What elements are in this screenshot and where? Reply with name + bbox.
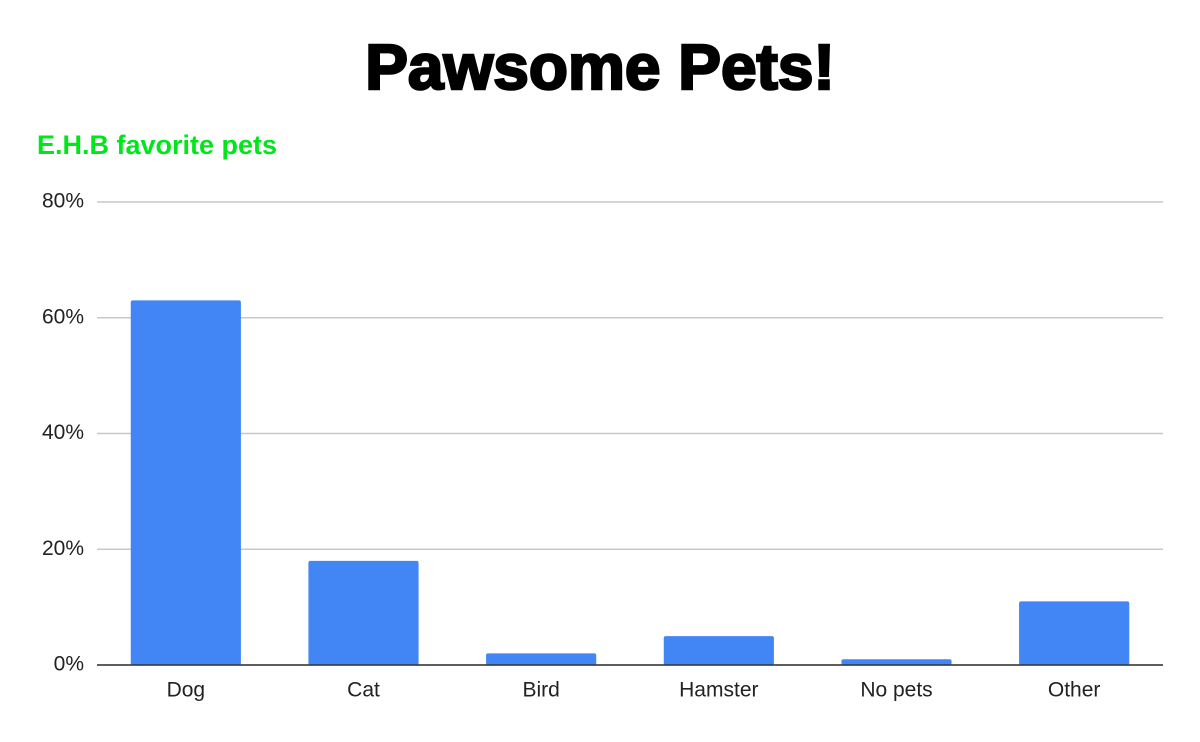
y-tick-label: 60% [42,305,84,328]
y-tick-label: 0% [54,653,84,676]
bar [663,636,774,665]
y-tick-label: 20% [42,537,84,560]
x-tick-label: Cat [347,679,380,702]
bar [841,659,952,665]
x-tick-label: No pets [860,679,932,702]
bar [486,653,597,665]
chart-title: Pawsome Pets! [365,31,835,103]
y-tick-label: 40% [42,421,84,444]
x-tick-label: Hamster [679,679,758,702]
bar [308,560,419,665]
bar [1019,601,1130,665]
x-tick-label: Dog [167,679,206,702]
x-tick-label: Bird [522,679,559,702]
chart-subtitle: E.H.B favorite pets [37,130,277,160]
x-tick-label: Other [1048,679,1101,702]
y-tick-label: 80% [42,190,84,213]
bar [130,300,241,665]
